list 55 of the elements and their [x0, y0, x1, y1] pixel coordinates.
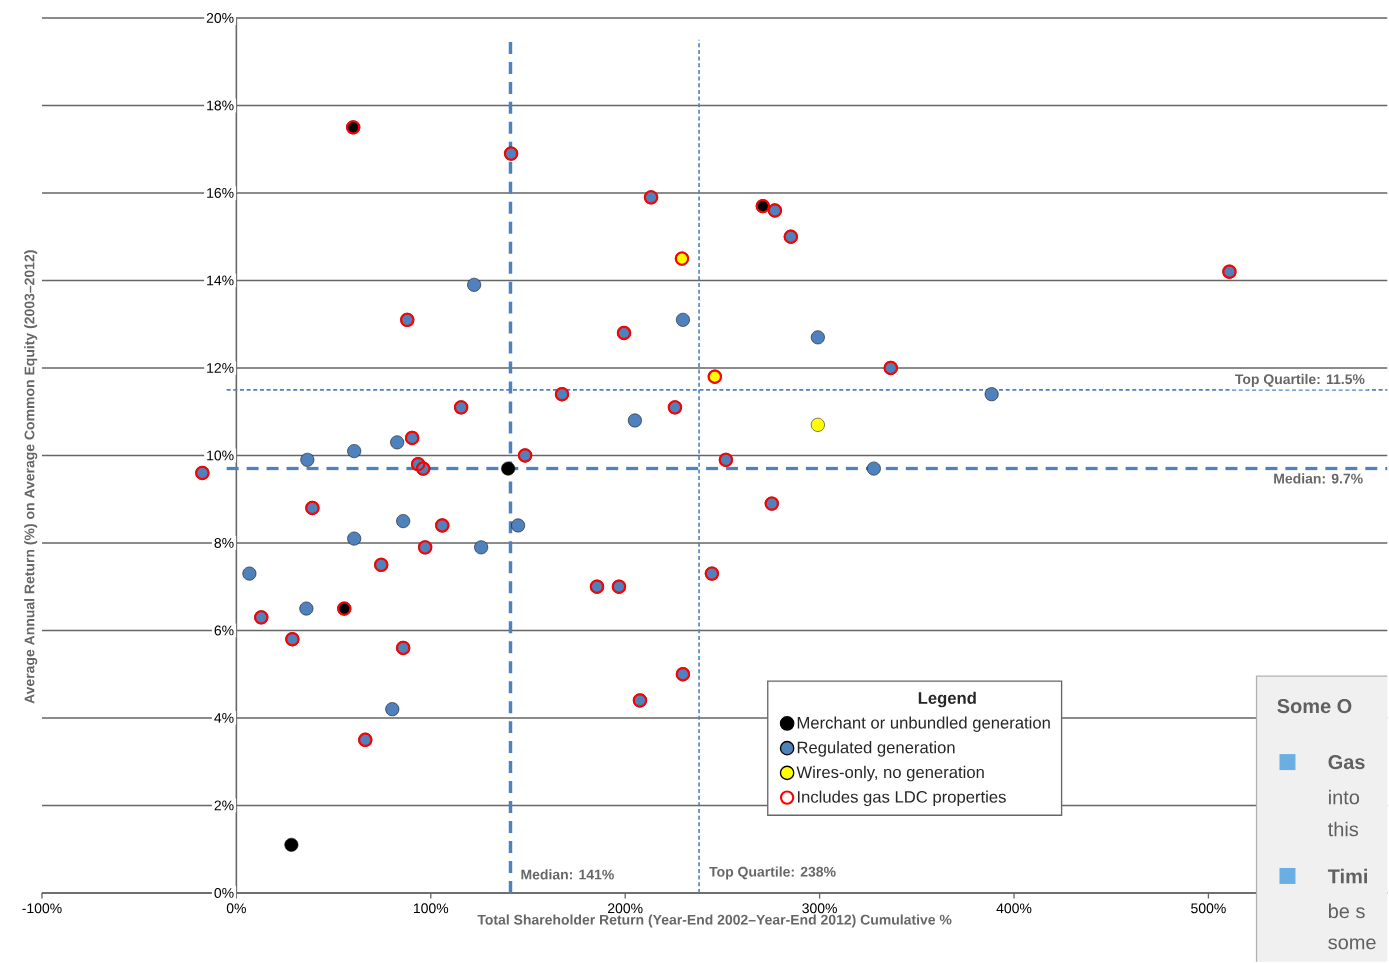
legend-label: Includes gas LDC properties	[797, 790, 1006, 807]
x-tick-label: 400%	[996, 903, 1032, 914]
y-tick-label: 16%	[207, 188, 234, 199]
ref-line-label: Top Quartile: 238%	[709, 866, 836, 880]
x-tick-label: 200%	[608, 903, 643, 914]
point	[501, 461, 516, 476]
y-tick-label: 12%	[207, 363, 234, 374]
x-tick-label: 500%	[1191, 903, 1226, 914]
x-tick-label: 0%	[226, 903, 246, 914]
x-tick-label: 100%	[413, 903, 449, 914]
point	[242, 566, 257, 581]
legend-label: Wires-only, no generation	[796, 766, 984, 782]
x-axis-title: Total Shareholder Return (Year-End 2002–Year-End 2012) Cumulative %	[477, 914, 952, 928]
annotation: Gas	[1328, 755, 1365, 770]
point	[627, 413, 642, 428]
point	[300, 453, 315, 467]
point	[299, 601, 314, 616]
legend-label: Regulated generation	[797, 741, 955, 757]
point	[810, 330, 825, 345]
ref-line-label: Median: 141%	[521, 869, 614, 880]
ref-line-label: Top Quartile: 11.5%	[1235, 374, 1365, 388]
point	[347, 531, 362, 546]
annotation: into	[1329, 789, 1360, 805]
annotation: Some O	[1277, 699, 1352, 714]
y-tick-label: 0%	[214, 888, 234, 899]
point	[474, 540, 489, 555]
point	[984, 387, 999, 402]
x-tick-label: -100%	[22, 903, 62, 914]
legend-title: Legend	[918, 691, 976, 708]
point	[676, 313, 690, 327]
point	[390, 435, 405, 450]
y-tick-label: 6%	[214, 625, 234, 636]
y-tick-label: 14%	[207, 275, 234, 286]
y-axis-title: Average Annual Return (%) on Average Common Equity (2003–2012)	[24, 250, 38, 704]
annotation: this	[1327, 821, 1359, 837]
y-tick-label: 20%	[206, 13, 234, 24]
point	[511, 518, 525, 533]
ref-line-label: Median: 9.7%	[1274, 473, 1363, 484]
text: be s	[1329, 903, 1365, 919]
point	[467, 278, 482, 292]
x-tick-label: 300%	[802, 903, 837, 914]
y-tick-label: 2%	[214, 800, 234, 811]
y-tick-label: 10%	[207, 450, 234, 461]
point	[385, 702, 400, 717]
annotation: Timi	[1327, 868, 1367, 884]
y-tick-label: 4%	[214, 713, 234, 724]
point	[866, 461, 881, 476]
point	[396, 514, 411, 529]
point	[810, 418, 825, 432]
point	[347, 444, 362, 459]
y-tick-label: 18%	[207, 100, 234, 111]
point	[284, 838, 299, 852]
legend-label: Merchant or unbundled generation	[797, 716, 1050, 733]
text: some	[1328, 938, 1376, 950]
y-tick-label: 8%	[214, 538, 234, 549]
